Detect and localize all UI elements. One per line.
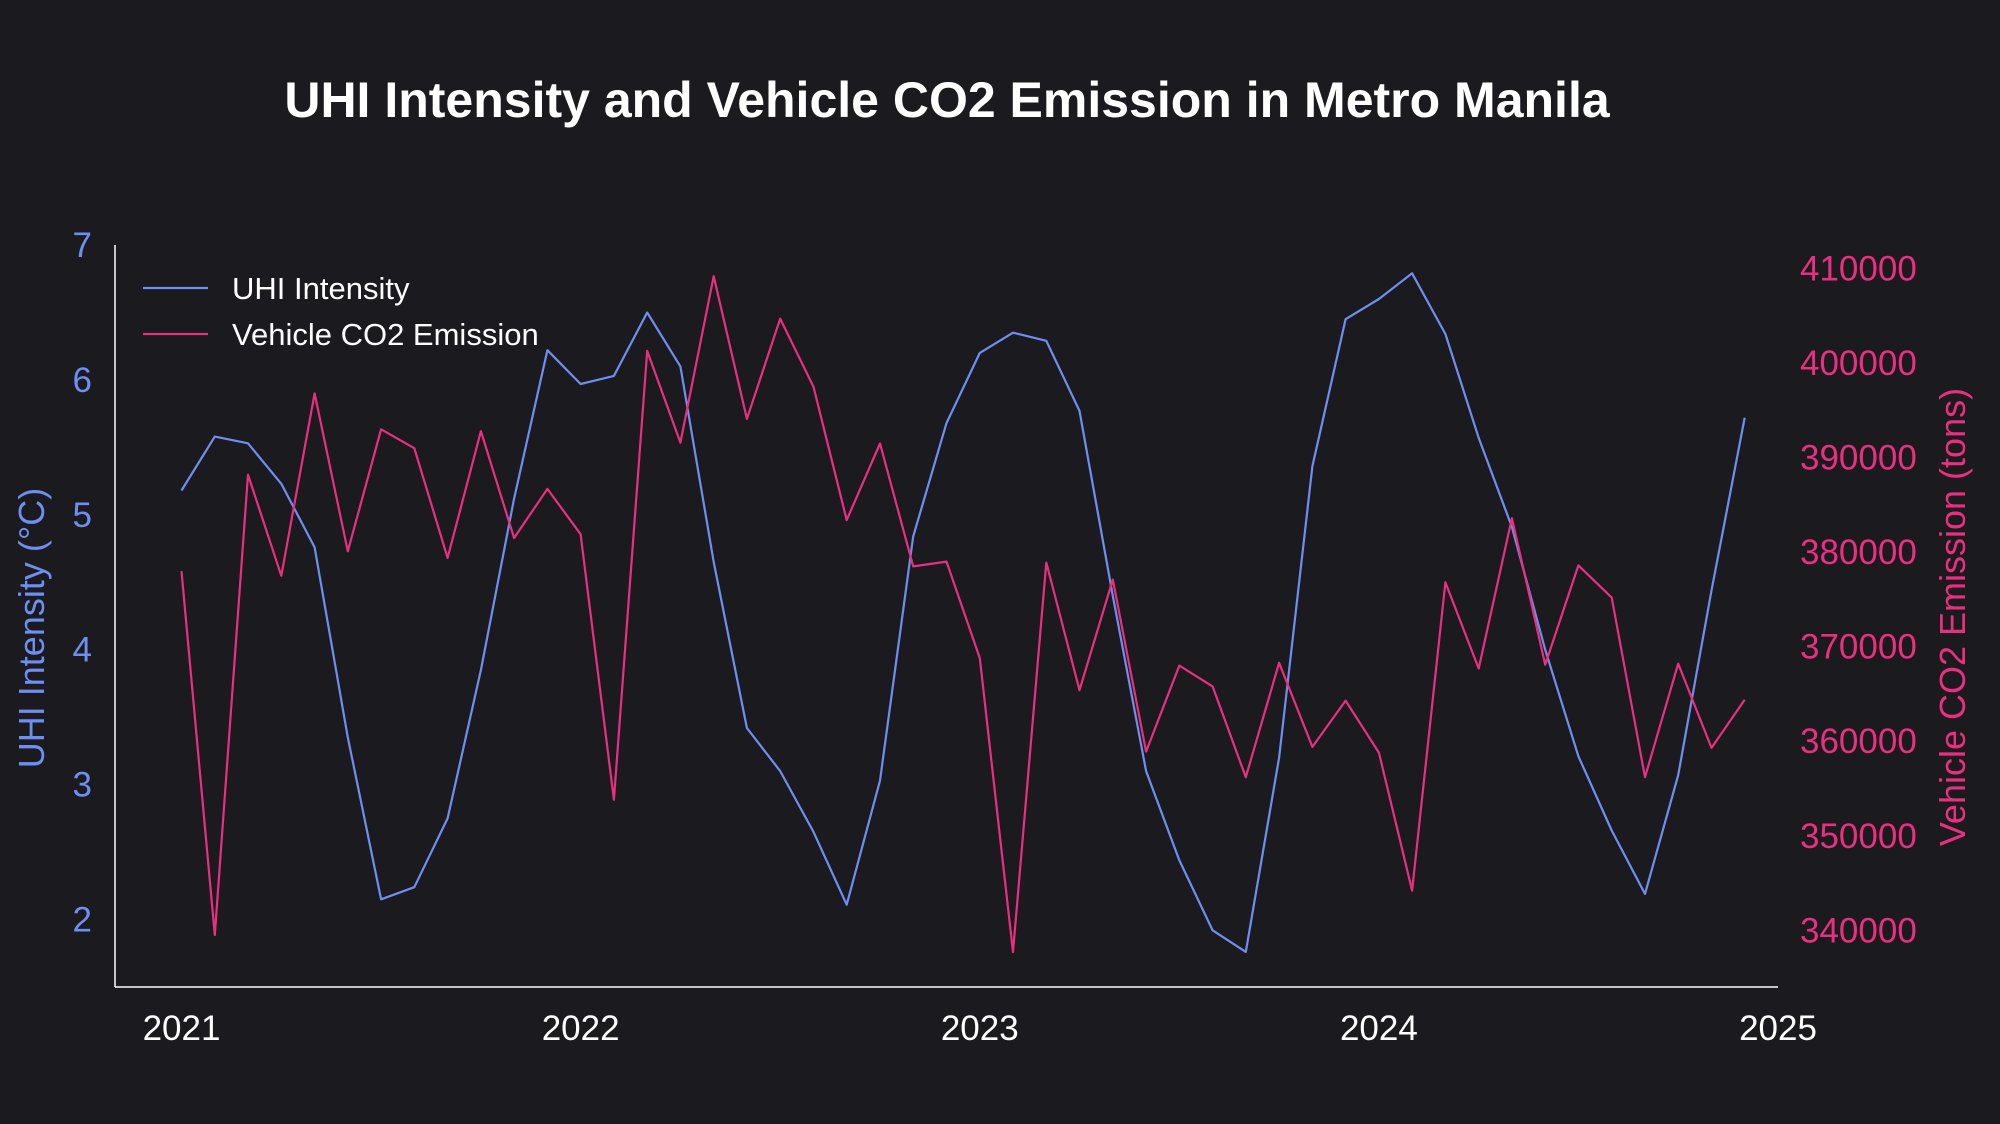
series-line-uhi-intensity [180, 272, 1746, 954]
series-layer [180, 272, 1746, 954]
right-y-tick-label: 370000 [1800, 628, 1917, 667]
x-tick-label: 2023 [941, 1009, 1019, 1048]
left-y-tick-label: 4 [73, 631, 92, 670]
x-tick-label: 2024 [1340, 1009, 1418, 1048]
axes: 2021 2022 2023 2024 2025 2 3 4 5 6 7 340000 350000 36… [11, 226, 1973, 1048]
right-y-tick-label: 390000 [1800, 439, 1917, 478]
left-y-tick-label: 6 [73, 361, 92, 400]
right-y-tick-label: 380000 [1800, 533, 1917, 572]
legend-label: UHI Intensity [232, 271, 410, 306]
left-axis-label: UHI Intensity (°C) [11, 488, 52, 768]
right-y-tick-label: 410000 [1800, 250, 1917, 289]
series-line-vehicle-co2-emission [180, 275, 1746, 954]
x-tick-label: 2021 [143, 1009, 221, 1048]
left-y-tick-label: 2 [73, 901, 92, 940]
x-tick-label: 2025 [1739, 1009, 1817, 1048]
left-y-tick-label: 5 [73, 496, 92, 535]
left-y-tick-label: 7 [73, 226, 92, 265]
x-tick-label: 2022 [542, 1009, 620, 1048]
right-y-tick-label: 360000 [1800, 722, 1917, 761]
legend: UHI Intensity Vehicle CO2 Emission [143, 271, 539, 352]
right-y-tick-label: 350000 [1800, 817, 1917, 856]
chart-title: UHI Intensity and Vehicle CO2 Emission i… [284, 72, 1610, 128]
legend-label: Vehicle CO2 Emission [232, 317, 539, 352]
right-y-tick-label: 340000 [1800, 911, 1917, 950]
left-y-tick-label: 3 [73, 766, 92, 805]
right-y-tick-label: 400000 [1800, 344, 1917, 383]
right-axis-label: Vehicle CO2 Emission (tons) [1932, 388, 1973, 846]
